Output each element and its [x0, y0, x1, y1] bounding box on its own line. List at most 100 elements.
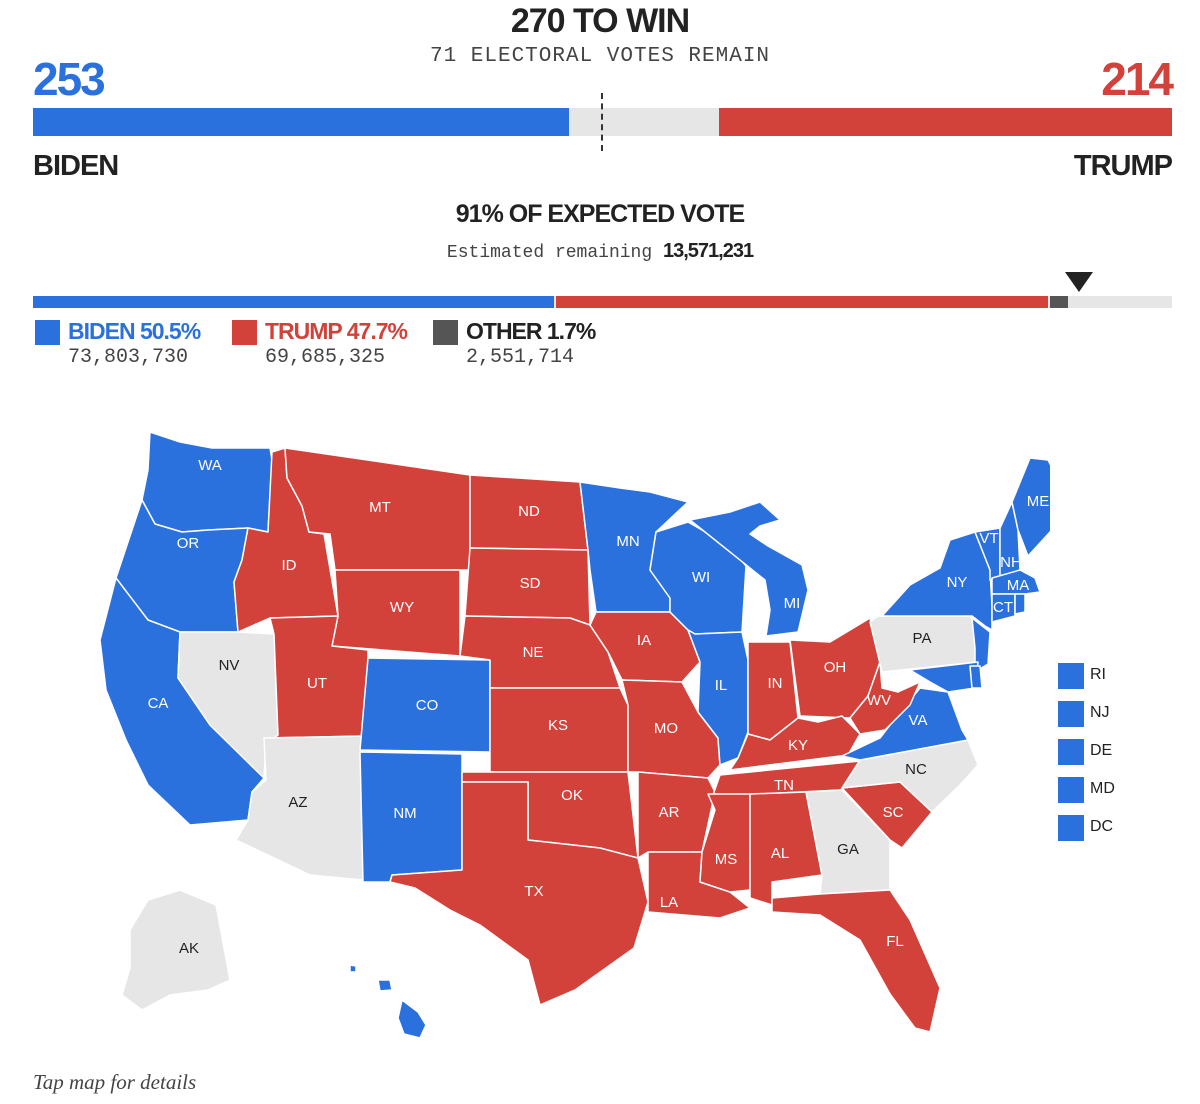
label-ca: CA — [148, 695, 169, 712]
biden-electoral-count: 253 — [33, 53, 106, 105]
label-me: ME — [1027, 493, 1050, 510]
label-tn: TN — [774, 777, 794, 794]
label-wa: WA — [198, 457, 222, 474]
legend-label-trump: TRUMP 47.7% — [265, 318, 408, 344]
label-wv: WV — [867, 692, 891, 709]
label-ma: MA — [1007, 577, 1030, 594]
reporting-marker-icon — [1065, 272, 1093, 292]
label-az: AZ — [288, 794, 307, 811]
label-mn: MN — [616, 533, 639, 550]
state-wv[interactable] — [849, 661, 921, 735]
label-sd: SD — [520, 575, 541, 592]
popular-vote-bar — [33, 296, 1172, 308]
label-ct: CT — [993, 599, 1013, 616]
state-ny[interactable] — [877, 531, 993, 631]
state-hi[interactable] — [397, 999, 427, 1039]
biden-name: BIDEN — [33, 150, 119, 182]
label-ne: NE — [523, 644, 544, 661]
legend-swatch-other — [433, 320, 458, 345]
label-va: VA — [909, 712, 928, 729]
label-ga: GA — [837, 841, 859, 858]
small-state-swatch — [1058, 815, 1084, 841]
state-tx[interactable] — [389, 781, 649, 1006]
label-il: IL — [715, 677, 728, 694]
label-tx: TX — [524, 883, 543, 900]
label-wy: WY — [390, 599, 414, 616]
popular-bar-biden — [33, 296, 554, 308]
us-electoral-map[interactable]: WA OR CA NV ID MT WY UT AZ CO NM ND SD N… — [30, 420, 1050, 1040]
label-fl: FL — [886, 933, 904, 950]
trump-name: TRUMP — [1073, 150, 1173, 182]
state-mo[interactable] — [621, 679, 721, 779]
label-mo: MO — [654, 720, 678, 737]
estimated-remaining: Estimated remaining 13,571,231 — [0, 240, 1200, 263]
label-pa: PA — [913, 630, 932, 647]
state-wa[interactable] — [141, 431, 273, 533]
electoral-votes-remaining: 71 ELECTORAL VOTES REMAIN — [429, 45, 771, 68]
state-nh[interactable] — [999, 501, 1021, 579]
small-state-label: DE — [1090, 742, 1113, 759]
270-threshold-line — [601, 93, 603, 151]
label-mi: MI — [784, 595, 801, 612]
legend-label-biden: BIDEN 50.5% — [68, 318, 201, 344]
label-la: LA — [660, 894, 678, 911]
label-or: OR — [177, 535, 200, 552]
popular-bar-trump — [556, 296, 1048, 308]
state-de[interactable] — [969, 665, 983, 689]
state-labels: WA OR CA NV ID MT WY UT AZ CO NM ND SD N… — [148, 457, 1050, 957]
state-ri[interactable] — [1014, 593, 1026, 615]
small-state-swatch — [1058, 739, 1084, 765]
label-vt: VT — [979, 530, 998, 547]
state-ky[interactable] — [729, 715, 861, 771]
estimated-remaining-label: Estimated remaining — [446, 243, 653, 263]
label-ny: NY — [947, 574, 968, 591]
label-nc: NC — [905, 761, 927, 778]
legend-label-other: OTHER 1.7% — [466, 318, 596, 344]
small-state-label: RI — [1090, 666, 1106, 683]
label-ia: IA — [637, 632, 651, 649]
label-ms: MS — [715, 851, 738, 868]
small-state-label: NJ — [1090, 704, 1110, 721]
estimated-remaining-value: 13,571,231 — [662, 240, 754, 262]
small-state-label: MD — [1090, 780, 1115, 797]
state-il[interactable] — [687, 629, 749, 766]
small-state-swatch — [1058, 777, 1084, 803]
label-ky: KY — [788, 737, 808, 754]
state-wy[interactable] — [331, 569, 461, 657]
legend-swatch-biden — [35, 320, 60, 345]
label-nm: NM — [393, 805, 416, 822]
state-hi-island-1[interactable] — [349, 964, 357, 973]
label-nd: ND — [518, 503, 540, 520]
page-title: 270 TO WIN — [510, 2, 690, 40]
state-md[interactable] — [909, 661, 979, 693]
legend-votes-biden: 73,803,730 — [68, 346, 189, 369]
popular-bar-other — [1050, 296, 1068, 308]
state-mi[interactable] — [689, 501, 809, 637]
state-ct[interactable] — [991, 593, 1016, 623]
electoral-bar-trump — [719, 108, 1172, 136]
label-al: AL — [771, 845, 789, 862]
state-me[interactable] — [1011, 457, 1050, 557]
label-nv: NV — [219, 657, 240, 674]
label-nh: NH — [1000, 554, 1022, 571]
small-state-swatch — [1058, 663, 1084, 689]
state-hi-island-2[interactable] — [377, 979, 393, 992]
label-ar: AR — [659, 804, 680, 821]
label-sc: SC — [883, 804, 904, 821]
state-fl[interactable] — [771, 889, 941, 1033]
legend-votes-trump: 69,685,325 — [265, 346, 386, 369]
label-co: CO — [416, 697, 439, 714]
label-ut: UT — [307, 675, 327, 692]
label-oh: OH — [824, 659, 847, 676]
state-ak[interactable] — [121, 889, 231, 1011]
expected-vote-headline: 91% OF EXPECTED VOTE — [455, 200, 745, 228]
label-ak: AK — [179, 940, 199, 957]
small-state-label: DC — [1090, 818, 1114, 835]
label-in: IN — [768, 675, 783, 692]
legend-votes-other: 2,551,714 — [466, 346, 575, 369]
small-state-swatch — [1058, 701, 1084, 727]
trump-electoral-count: 214 — [1101, 53, 1174, 105]
label-mt: MT — [369, 499, 391, 516]
tap-map-note: Tap map for details — [33, 1070, 197, 1094]
state-nj[interactable] — [971, 617, 991, 673]
